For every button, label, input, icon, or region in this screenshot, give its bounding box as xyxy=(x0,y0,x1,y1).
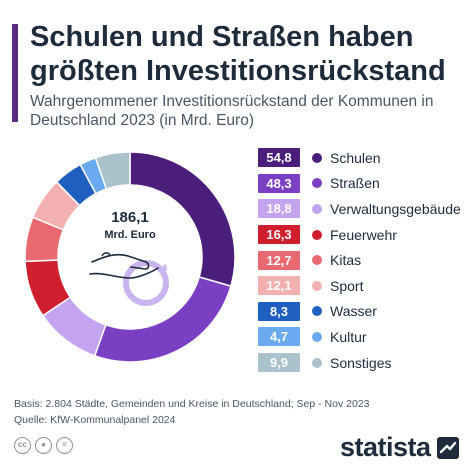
legend-value-badge: 16,3 xyxy=(258,225,300,245)
legend-item: 8,3 Wasser xyxy=(258,299,468,325)
legend-item: 48,3 Straßen xyxy=(258,171,468,197)
donut-chart: 186,1 Mrd. Euro xyxy=(24,151,236,363)
legend-item: 12,1 Sport xyxy=(258,273,468,299)
statista-logo-icon xyxy=(436,436,459,459)
legend-label: Sonstiges xyxy=(330,354,392,371)
legend-swatch xyxy=(312,229,322,240)
legend-swatch xyxy=(312,203,322,214)
legend-label: Kultur xyxy=(330,328,367,345)
legend-value-badge: 18,8 xyxy=(258,199,300,219)
legend-label: Verwaltungsgebäude xyxy=(330,200,461,217)
legend-value-badge: 12,7 xyxy=(258,250,300,270)
center-unit: Mrd. Euro xyxy=(104,229,156,241)
legend-value-badge: 48,3 xyxy=(258,173,300,193)
legend: 54,8 Schulen 48,3 Straßen 18,8 Verwaltungsgeb… xyxy=(258,145,468,375)
legend-item: 16,3 Feuerwehr xyxy=(258,222,468,248)
legend-value-badge: 8,3 xyxy=(258,301,300,321)
license-icons: cc ● = xyxy=(14,437,73,454)
nd-icon[interactable]: = xyxy=(56,437,73,454)
legend-swatch xyxy=(312,280,322,291)
legend-item: 54,8 Schulen xyxy=(258,145,468,171)
legend-value-badge: 9,9 xyxy=(258,353,300,373)
legend-item: 18,8 Verwaltungsgebäude xyxy=(258,196,468,222)
footer: Basis: 2.804 Städte, Gemeinden und Kreis… xyxy=(14,396,369,428)
donut-slice-sonstiges xyxy=(94,151,131,190)
brand-name: statista xyxy=(340,432,431,462)
center-total: 186,1 xyxy=(111,209,149,226)
cc-icon[interactable]: cc xyxy=(14,437,31,454)
legend-item: 4,7 Kultur xyxy=(258,324,468,350)
chart-subtitle: Wahrgenommener Investitionsrückstand der… xyxy=(30,93,434,129)
legend-label: Schulen xyxy=(330,149,381,166)
legend-swatch xyxy=(312,331,322,342)
by-icon[interactable]: ● xyxy=(35,437,52,454)
legend-swatch xyxy=(312,306,322,317)
legend-value-badge: 4,7 xyxy=(258,327,300,347)
chart-title: Schulen und Straßen haben größten Invest… xyxy=(30,21,446,87)
legend-swatch xyxy=(312,357,322,368)
title-accent-bar xyxy=(12,24,18,122)
legend-swatch xyxy=(312,178,322,189)
footer-source: Quelle: KfW-Kommunalpanel 2024 xyxy=(14,414,176,426)
legend-item: 12,7 Kitas xyxy=(258,247,468,273)
legend-label: Straßen xyxy=(330,175,380,192)
brand[interactable]: statista xyxy=(340,432,459,463)
legend-label: Feuerwehr xyxy=(330,226,397,243)
money-renew-icon xyxy=(89,252,169,306)
legend-label: Sport xyxy=(330,277,364,294)
legend-swatch xyxy=(312,255,322,266)
legend-swatch xyxy=(312,152,322,163)
donut-slices xyxy=(24,151,236,363)
footer-basis: Basis: 2.804 Städte, Gemeinden und Kreis… xyxy=(14,398,370,410)
legend-label: Wasser xyxy=(330,303,377,320)
legend-value-badge: 12,1 xyxy=(258,276,300,296)
legend-label: Kitas xyxy=(330,252,362,269)
legend-item: 9,9 Sonstiges xyxy=(258,350,468,376)
legend-value-badge: 54,8 xyxy=(258,148,300,168)
